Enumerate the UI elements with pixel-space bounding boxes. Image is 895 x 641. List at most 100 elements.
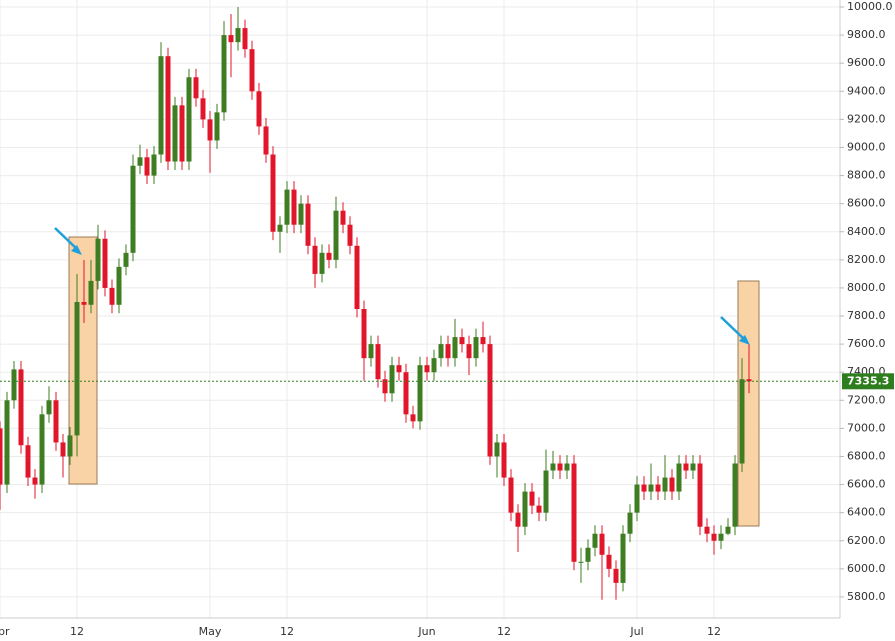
candle-body xyxy=(459,337,465,345)
y-tick-label: 7600.0 xyxy=(847,337,886,350)
candle-body xyxy=(452,337,458,359)
candle-body xyxy=(228,35,234,43)
candle-body xyxy=(396,365,402,373)
candle-body xyxy=(361,309,367,359)
candle-body xyxy=(116,266,122,305)
candle-body xyxy=(613,568,619,583)
candle-body xyxy=(81,301,87,305)
candle-body xyxy=(151,154,157,176)
candle-body xyxy=(284,189,290,225)
candle-body xyxy=(144,157,150,176)
candle-body xyxy=(578,561,584,563)
candle-body xyxy=(648,484,654,492)
candle-body xyxy=(186,77,192,162)
candle-body xyxy=(508,477,514,513)
candle-body xyxy=(340,210,346,225)
y-tick-label: 6200.0 xyxy=(847,534,886,547)
candle-body xyxy=(193,77,199,99)
candle-body xyxy=(95,238,101,281)
y-tick-label: 10000.0 xyxy=(847,0,893,13)
candle-body xyxy=(130,165,136,253)
candle-body xyxy=(515,512,521,527)
y-tick-label: 9000.0 xyxy=(847,140,886,153)
y-tick-label: 9200.0 xyxy=(847,112,886,125)
candle-body xyxy=(221,35,227,113)
candle-body xyxy=(501,442,507,478)
y-tick-label: 9600.0 xyxy=(847,56,886,69)
candle-body xyxy=(704,526,710,534)
candle-body xyxy=(543,470,549,513)
y-tick-label: 8800.0 xyxy=(847,169,886,182)
candle-body xyxy=(4,400,10,485)
candle-body xyxy=(669,477,675,492)
candle-body xyxy=(494,442,500,457)
candle-body xyxy=(557,463,563,471)
candle-body xyxy=(739,379,745,464)
candle-body xyxy=(319,252,325,274)
candle-body xyxy=(536,505,542,513)
y-tick-label: 7000.0 xyxy=(847,421,886,434)
candle-body xyxy=(655,484,661,492)
x-tick-label: May xyxy=(199,625,222,638)
candles xyxy=(0,7,752,600)
last-price-label: 7335.3 xyxy=(847,374,889,387)
candle-body xyxy=(725,526,731,534)
candle-body xyxy=(25,445,31,478)
candle-body xyxy=(417,365,423,422)
y-tick-label: 8400.0 xyxy=(847,225,886,238)
candle-body xyxy=(431,358,437,373)
candle-body xyxy=(354,245,360,309)
candle-body xyxy=(487,344,493,457)
candle-body xyxy=(522,491,528,527)
candle-body xyxy=(424,365,430,373)
y-tick-label: 5800.0 xyxy=(847,590,886,603)
candle-body xyxy=(529,491,535,506)
candle-body xyxy=(60,442,66,457)
candle-body xyxy=(683,463,689,471)
candle-body xyxy=(305,203,311,246)
candle-body xyxy=(123,252,129,267)
candle-body xyxy=(32,477,38,485)
y-tick-label: 7200.0 xyxy=(847,393,886,406)
candle-body xyxy=(473,337,479,359)
y-tick-label: 8600.0 xyxy=(847,197,886,210)
candle-body xyxy=(242,28,248,50)
candle-body xyxy=(620,533,626,583)
candle-body xyxy=(550,463,556,471)
candle-body xyxy=(697,463,703,527)
candle-body xyxy=(256,91,262,127)
candle-body xyxy=(67,435,73,457)
y-tick-label: 6000.0 xyxy=(847,562,886,575)
arrow xyxy=(54,227,82,255)
candle-body xyxy=(249,49,255,92)
y-tick-label: 8200.0 xyxy=(847,253,886,266)
candle-body xyxy=(298,203,304,225)
candle-body xyxy=(18,369,24,446)
candle-body xyxy=(711,533,717,541)
candle-body xyxy=(466,344,472,359)
candle-body xyxy=(214,112,220,141)
y-tick-label: 9400.0 xyxy=(847,84,886,97)
y-tick-label: 6400.0 xyxy=(847,506,886,519)
candle-body xyxy=(74,301,80,436)
candle-body xyxy=(676,463,682,492)
x-tick-label: 12 xyxy=(707,625,721,638)
y-tick-label: 7800.0 xyxy=(847,309,886,322)
candle-body xyxy=(382,379,388,394)
x-tick-label: Apr xyxy=(0,625,10,638)
x-tick-label: 12 xyxy=(280,625,294,638)
candle-body xyxy=(445,344,451,359)
candle-body xyxy=(375,344,381,380)
candle-body xyxy=(277,224,283,232)
candle-body xyxy=(88,280,94,305)
highlight-box xyxy=(68,236,98,485)
last-price-tag xyxy=(842,373,894,390)
candle-body xyxy=(158,56,164,155)
y-tick-label: 8000.0 xyxy=(847,281,886,294)
candle-body xyxy=(270,154,276,232)
y-tick-label: 6800.0 xyxy=(847,449,886,462)
y-tick-label: 9800.0 xyxy=(847,28,886,41)
